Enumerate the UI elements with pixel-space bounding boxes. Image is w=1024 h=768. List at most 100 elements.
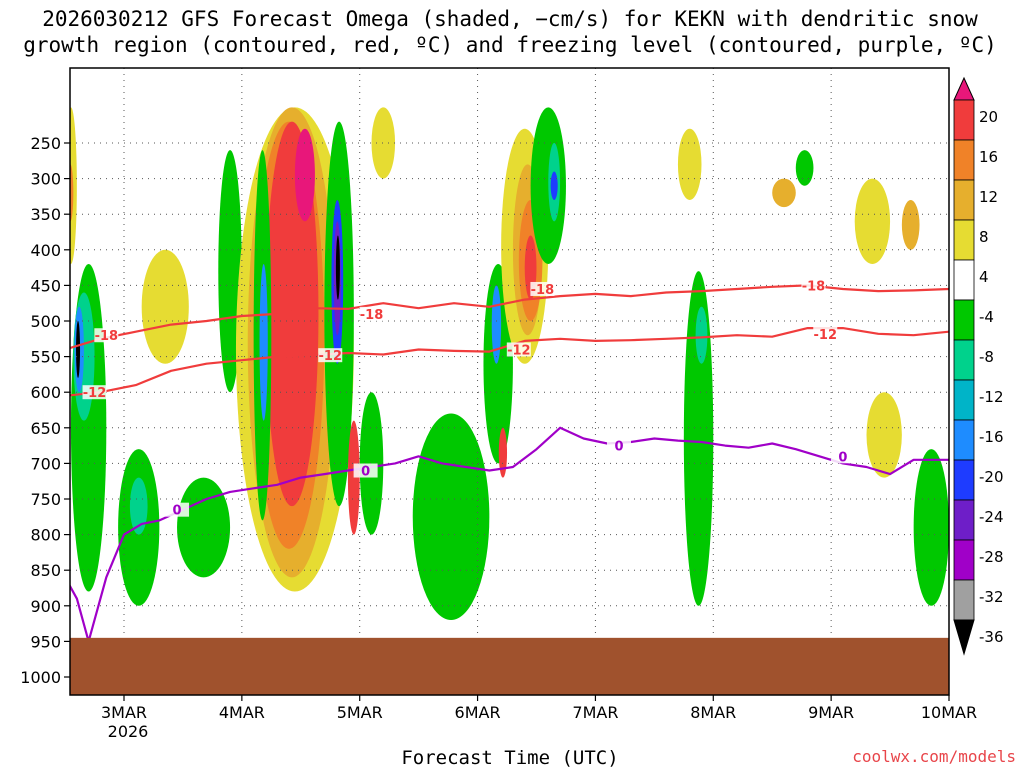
chart-title-line-1: 2026030212 GFS Forecast Omega (shaded, −… (42, 7, 978, 31)
freezing-level-label-bg-1 (353, 463, 378, 478)
omega-shade-22 (347, 420, 360, 535)
credit-label: coolwx.com/models (852, 747, 1016, 766)
freezing-level-label-2: 0 (614, 440, 623, 455)
omega-shade-8 (141, 249, 189, 364)
y-tick-label-6: 550 (30, 348, 61, 367)
colorbar-bin-7 (953, 339, 975, 381)
dendritic-bottom-label-3: -12 (814, 328, 838, 343)
chart-title-line-2: growth region (contoured, red, ºC) and f… (23, 33, 997, 57)
colorbar-bin-12 (953, 539, 975, 581)
y-tick-label-11: 800 (30, 526, 61, 545)
colorbar-bin-5 (953, 259, 975, 301)
dendritic-bottom-label-0: -12 (83, 386, 107, 401)
dendritic-top-label-bg-3 (801, 278, 826, 293)
terrain-below-surface (70, 637, 949, 695)
omega-shade-43 (913, 449, 949, 606)
x-tick-label-4: 7MAR (572, 703, 618, 722)
omega-shade-41 (854, 178, 891, 265)
omega-shade-4 (70, 107, 77, 265)
y-tick-label-12: 850 (30, 561, 61, 580)
dendritic-bottom-label-bg-0 (82, 385, 107, 400)
x-axis-year-label: 2026 (108, 722, 149, 741)
omega-shade-28 (498, 427, 508, 478)
colorbar-bin-1 (953, 99, 975, 141)
colorbar-bin-11 (953, 499, 975, 541)
colorbar-bin-6 (953, 299, 975, 341)
omega-shade-21 (335, 235, 340, 300)
freezing-level-label-bg-2 (607, 438, 631, 453)
dendritic-bottom-label-bg-3 (813, 326, 838, 341)
y-tick-label-10: 750 (30, 490, 61, 509)
y-tick-label-9: 700 (30, 454, 61, 473)
colorbar-tick-0: 20 (979, 108, 998, 126)
y-tick-label-1: 300 (30, 170, 61, 189)
x-axis-title: Forecast Time (UTC) (401, 747, 618, 768)
x-tick-label-6: 9MAR (808, 703, 854, 722)
omega-shade-42 (866, 392, 902, 478)
y-tick-label-15: 1000 (20, 668, 61, 687)
y-tick-label-3: 400 (30, 241, 61, 260)
colorbar-bin-10 (953, 459, 975, 501)
omega-shade-17 (259, 264, 268, 421)
colorbar-bottom-arrow (953, 619, 975, 656)
colorbar-bin-2 (953, 139, 975, 181)
colorbar-tick-2: 12 (979, 188, 998, 206)
grid-layer (70, 68, 949, 695)
omega-shade-7 (129, 477, 148, 535)
dendritic-top-label-0: -18 (95, 329, 119, 344)
colorbar-tick-6: -8 (979, 348, 994, 366)
omega-shade-9 (177, 477, 231, 578)
dendritic-top-label-bg-1 (359, 306, 384, 321)
dendritic-bottom-label-bg-2 (506, 342, 531, 357)
colorbar-tick-12: -32 (979, 588, 1004, 606)
colorbar-tick-13: -36 (979, 628, 1004, 646)
colorbar-bin-9 (953, 419, 975, 461)
colorbar-bin-13 (953, 579, 975, 621)
freezing-level-label-0: 0 (173, 504, 182, 519)
omega-shade-38 (677, 128, 702, 200)
colorbar-tick-11: -28 (979, 548, 1004, 566)
y-axis: 250 300 350 400 450 500 550 600 650 700 750 800 850 9… (20, 134, 70, 687)
y-tick-label-13: 900 (30, 597, 61, 616)
y-tick-label-2: 350 (30, 205, 61, 224)
colorbar-bin-8 (953, 379, 975, 421)
dendritic-bottom-label-bg-1 (318, 348, 343, 363)
x-tick-label-0: 3MAR (101, 703, 147, 722)
colorbar-tick-9: -20 (979, 468, 1004, 486)
colorbar-tick-4: 4 (979, 268, 989, 286)
omega-shade-33 (530, 107, 566, 265)
x-tick-label-7: 10MAR (921, 703, 977, 722)
freezing-level-label-bg-0 (165, 502, 190, 517)
dendritic-top-label-2: -18 (531, 283, 555, 298)
colorbar-tick-3: 8 (979, 228, 989, 246)
omega-shade-40 (795, 150, 814, 186)
omega-shade-35 (550, 171, 558, 200)
contour-layer: -18 -18 -18 -18 -12 -12 -12 -12 0 0 0 0 (70, 278, 949, 643)
colorbar: 20 16 12 8 4 -4 -8 -12 -16 -20 -24 -28 -32 -36 (953, 76, 1004, 656)
y-tick-label-7: 600 (30, 383, 61, 402)
plot-frame (69, 67, 950, 696)
x-tick-label-2: 5MAR (337, 703, 383, 722)
plot-area: -18 -18 -18 -18 -12 -12 -12 -12 0 0 0 0 (70, 68, 949, 695)
freezing-level-label-bg-3 (830, 449, 855, 464)
omega-shade-36 (683, 271, 714, 606)
y-tick-label-14: 950 (30, 632, 61, 651)
dendritic-top-label-3: -18 (802, 279, 826, 294)
y-tick-label-5: 500 (30, 312, 61, 331)
omega-shade-37 (695, 306, 708, 364)
colorbar-bin-3 (953, 179, 975, 221)
freezing-level-label-3: 0 (838, 450, 847, 465)
x-tick-label-3: 6MAR (455, 703, 501, 722)
omega-shade-24 (371, 107, 396, 179)
x-tick-label-1: 4MAR (219, 703, 265, 722)
dendritic-bottom-label-2: -12 (507, 343, 531, 358)
omega-shade-27 (491, 285, 502, 364)
dendritic-top-label-1: -18 (360, 308, 384, 323)
colorbar-tick-7: -12 (979, 388, 1004, 406)
colorbar-tick-1: 16 (979, 148, 998, 166)
dendritic-top-label-bg-0 (94, 328, 119, 343)
colorbar-tick-10: -24 (979, 508, 1004, 526)
dendritic-bottom-label-1: -12 (319, 349, 343, 364)
colorbar-tick-8: -16 (979, 428, 1004, 446)
